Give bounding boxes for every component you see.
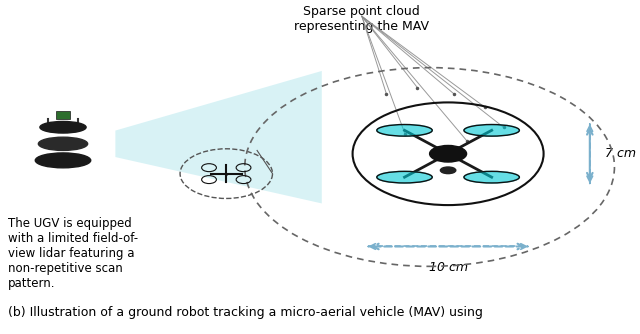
Ellipse shape bbox=[429, 146, 467, 162]
Ellipse shape bbox=[377, 171, 432, 183]
Text: 10 cm: 10 cm bbox=[429, 262, 468, 275]
Ellipse shape bbox=[377, 125, 432, 136]
Ellipse shape bbox=[464, 171, 520, 183]
Text: (b) Illustration of a ground robot tracking a micro-aerial vehicle (MAV) using: (b) Illustration of a ground robot track… bbox=[8, 306, 483, 319]
Text: 7 cm: 7 cm bbox=[605, 147, 636, 160]
Text: Sparse point cloud
representing the MAV: Sparse point cloud representing the MAV bbox=[294, 5, 429, 33]
Ellipse shape bbox=[35, 153, 91, 168]
Ellipse shape bbox=[38, 137, 88, 150]
Polygon shape bbox=[115, 71, 322, 203]
Ellipse shape bbox=[464, 125, 520, 136]
Text: The UGV is equipped
with a limited field-of-
view lidar featuring a
non-repetiti: The UGV is equipped with a limited field… bbox=[8, 217, 138, 290]
Ellipse shape bbox=[40, 122, 86, 133]
FancyBboxPatch shape bbox=[56, 111, 70, 119]
Ellipse shape bbox=[440, 167, 456, 174]
